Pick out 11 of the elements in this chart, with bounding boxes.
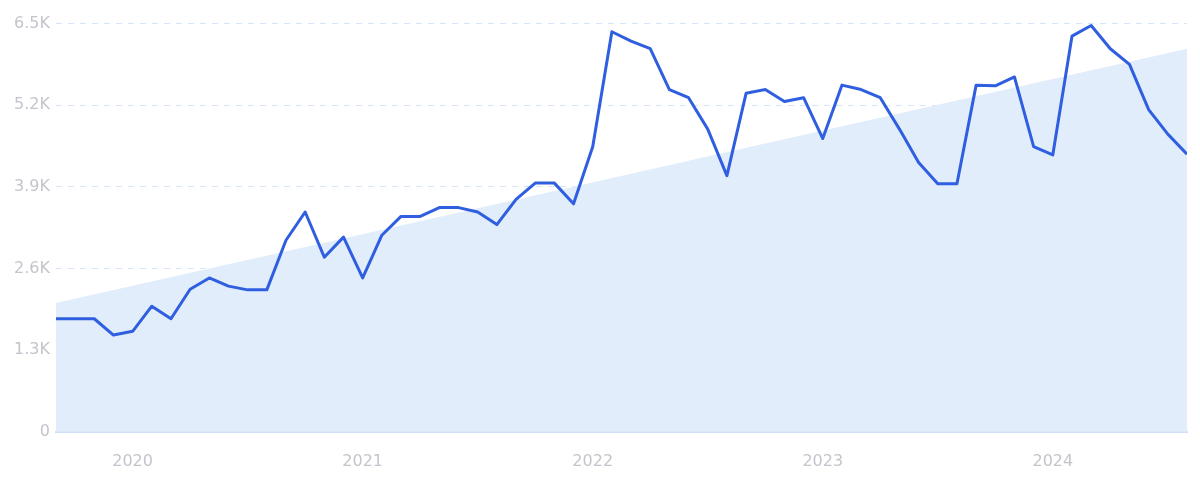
x-tick-label: 2022 xyxy=(572,450,614,470)
y-tick-label: 5.2K xyxy=(14,94,51,114)
y-tick-label: 3.9K xyxy=(14,176,51,196)
y-tick-label: 6.5K xyxy=(14,12,51,32)
x-tick-label: 2021 xyxy=(342,450,384,470)
y-tick-label: 0 xyxy=(39,420,50,440)
y-tick-label: 2.6K xyxy=(14,257,51,277)
x-tick-label: 2024 xyxy=(1032,450,1074,470)
x-tick-label: 2023 xyxy=(802,450,844,470)
y-tick-label: 1.3K xyxy=(14,339,51,359)
x-tick-label: 2020 xyxy=(112,450,153,470)
